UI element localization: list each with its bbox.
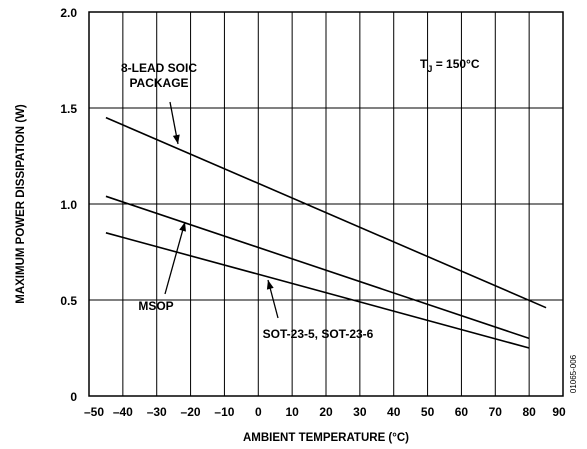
soic-label-line1: 8-LEAD SOIC	[121, 61, 197, 75]
x-tick-label-5: 0	[255, 405, 262, 419]
series-line-1	[105, 195, 530, 340]
y-tick-label-1: 0.5	[60, 294, 77, 308]
x-tick-label-10: 50	[421, 405, 435, 419]
grid	[89, 12, 563, 396]
x-tick-label-13: 80	[522, 405, 536, 419]
x-tick-label-7: 20	[319, 405, 333, 419]
msop-pointer-shaft	[164, 221, 186, 295]
x-tick-labels: –50 –40 –30 –20 –10 0 10 20 30 40 50 60 70 80 90	[84, 405, 566, 419]
y-tick-label-4: 2.0	[60, 6, 77, 20]
y-axis-label: MAXIMUM POWER DISSIPATION (W)	[15, 104, 27, 304]
soic-label-line2: PACKAGE	[129, 76, 188, 90]
x-tick-label-14: 90	[552, 405, 566, 419]
x-tick-label-12: 70	[489, 405, 503, 419]
figure-id: 01065-006	[569, 354, 578, 393]
x-tick-label-4: –10	[214, 405, 234, 419]
x-tick-label-3: –20	[181, 405, 201, 419]
x-tick-label-8: 30	[353, 405, 367, 419]
y-tick-label-3: 1.5	[60, 102, 77, 116]
x-tick-label-2: –30	[147, 405, 167, 419]
junction-value: = 150°C	[432, 57, 479, 71]
plot-frame	[88, 11, 564, 397]
y-tick-labels: 0 0.5 1.0 1.5 2.0	[60, 6, 77, 404]
x-tick-label-6: 10	[285, 405, 299, 419]
x-tick-label-1: –40	[113, 405, 133, 419]
sot-pointer-head	[266, 280, 274, 290]
y-tick-label-0: 0	[70, 390, 77, 404]
y-tick-label-2: 1.0	[60, 198, 77, 212]
soic-pointer-head	[172, 134, 180, 144]
junction-t: T	[420, 57, 428, 71]
x-tick-label-11: 60	[455, 405, 469, 419]
x-tick-label-0: –50	[84, 405, 104, 419]
msop-label: MSOP	[138, 299, 173, 313]
x-tick-label-9: 40	[387, 405, 401, 419]
sot-label: SOT-23-5, SOT-23-6	[263, 327, 374, 341]
junction-temperature-label: TJ = 150°C	[420, 57, 480, 74]
msop-pointer-head	[179, 222, 186, 232]
annotation-pointers	[164, 101, 279, 319]
x-axis-label: AMBIENT TEMPERATURE (°C)	[243, 432, 409, 444]
series-line-0	[105, 116, 547, 309]
junction-subscript: J	[427, 64, 432, 74]
